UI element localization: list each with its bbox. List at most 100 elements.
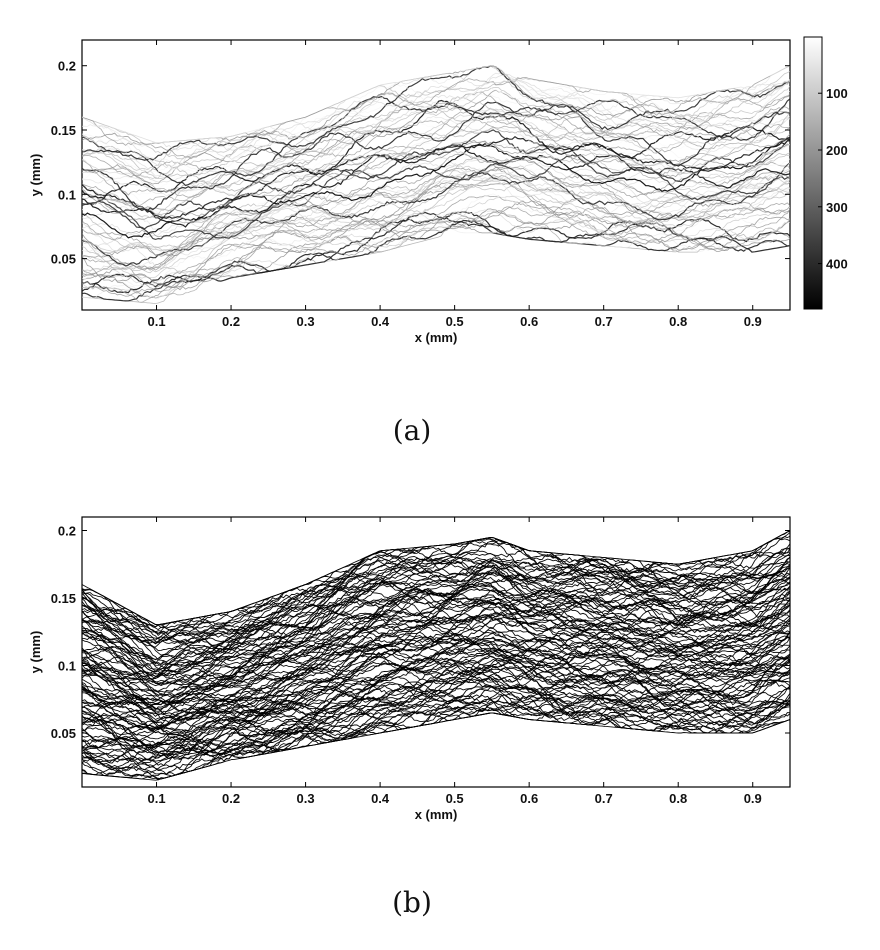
trace-line — [82, 65, 790, 171]
trace-line — [82, 639, 790, 731]
x-axis-label-a: x (mm) — [415, 330, 458, 345]
trace-line — [82, 670, 790, 746]
x-tick-label: 0.3 — [297, 314, 315, 329]
y-tick-label: 0.15 — [51, 123, 76, 138]
trace-line — [82, 161, 790, 256]
panel-a: 0.1 0.2 0.3 0.4 0.5 0.6 0.7 0.8 0.9 0.050.10.150… — [28, 36, 848, 447]
trace-line — [82, 73, 790, 169]
trace-line — [82, 208, 790, 299]
colorbar: 100 200 300 400 — [803, 36, 848, 310]
trace-line — [82, 117, 790, 214]
trace-lines-b — [82, 530, 790, 781]
trace-line — [82, 678, 790, 762]
trace-line — [82, 632, 790, 710]
x-tick-label: 0.5 — [446, 791, 464, 806]
x-tick-label: 0.8 — [669, 314, 687, 329]
y-tick-label: 0.1 — [58, 659, 76, 674]
trace-line — [82, 93, 790, 176]
x-tick-label: 0.8 — [669, 791, 687, 806]
trace-line — [82, 142, 790, 224]
trace-line — [82, 652, 790, 754]
trace-line — [82, 658, 790, 736]
trace-line — [82, 210, 790, 304]
trace-line — [82, 581, 790, 677]
trace-line — [82, 216, 790, 291]
trace-line — [82, 193, 790, 287]
trace-line — [82, 106, 790, 198]
trace-line — [82, 539, 790, 643]
trace-line — [82, 152, 790, 238]
trace-line — [82, 669, 790, 768]
trace-line — [82, 140, 790, 239]
y-tick-label: 0.05 — [51, 252, 76, 267]
colorbar-gradient — [803, 36, 823, 310]
trace-line — [82, 209, 790, 286]
trace-line — [82, 605, 790, 702]
x-tick-label: 0.2 — [222, 314, 240, 329]
trace-line — [82, 530, 790, 645]
trace-line — [82, 211, 790, 292]
trace-line — [82, 195, 790, 297]
trace-line — [82, 153, 790, 241]
x-tick-label: 0.4 — [371, 791, 390, 806]
trace-line — [82, 98, 790, 212]
trace-line — [82, 217, 790, 303]
trace-line — [82, 570, 790, 668]
trace-line — [82, 559, 790, 659]
x-tick-label: 0.7 — [595, 314, 613, 329]
trace-line — [82, 681, 790, 755]
trace-line — [82, 120, 790, 192]
x-tick-label: 0.1 — [147, 791, 165, 806]
trace-line — [82, 139, 790, 217]
colorbar-tick-label: 400 — [826, 257, 848, 272]
trace-line — [82, 530, 790, 645]
trace-line — [82, 72, 790, 153]
x-tick-label: 0.3 — [297, 791, 315, 806]
panel-b: 0.1 0.2 0.3 0.4 0.5 0.6 0.7 0.8 0.9 0.050.10.150… — [28, 516, 791, 919]
y-axis-label-b: y (mm) — [28, 631, 43, 674]
trace-line — [82, 147, 790, 224]
trace-line — [82, 117, 790, 216]
trace-line — [82, 564, 790, 651]
trace-line — [82, 115, 790, 197]
x-tick-label: 0.4 — [371, 314, 390, 329]
trace-line — [82, 631, 790, 713]
x-axis-label-b: x (mm) — [415, 807, 458, 822]
x-tick-label: 0.6 — [520, 314, 538, 329]
trace-line — [82, 91, 790, 178]
x-tick-label: 0.7 — [595, 791, 613, 806]
trace-line — [82, 555, 790, 641]
colorbar-tick-label: 100 — [826, 86, 848, 101]
trace-line — [82, 168, 790, 269]
trace-line — [82, 579, 790, 687]
trace-line — [82, 620, 790, 726]
x-ticks-a: 0.1 0.2 0.3 0.4 0.5 0.6 0.7 0.8 0.9 — [147, 40, 762, 329]
trace-line — [82, 65, 790, 147]
trace-line — [82, 644, 790, 737]
trace-line — [82, 572, 790, 673]
trace-line — [82, 85, 790, 179]
trace-line — [82, 657, 790, 734]
trace-line — [82, 698, 790, 779]
caption-b: (b) — [392, 886, 432, 919]
trace-line — [82, 538, 790, 642]
caption-a: (a) — [393, 414, 432, 447]
trace-lines-a — [82, 65, 790, 304]
x-ticks-b: 0.1 0.2 0.3 0.4 0.5 0.6 0.7 0.8 0.9 — [147, 517, 762, 806]
trace-line — [82, 220, 790, 302]
trace-line — [82, 613, 790, 699]
y-tick-label: 0.15 — [51, 591, 76, 606]
plot-frame-b — [81, 516, 791, 788]
colorbar-tick-label: 200 — [826, 143, 848, 158]
colorbar-tick-label: 300 — [826, 200, 848, 215]
trace-line — [82, 86, 790, 175]
x-tick-label: 0.6 — [520, 791, 538, 806]
x-tick-label: 0.2 — [222, 791, 240, 806]
trace-line — [82, 666, 790, 747]
y-tick-label: 0.05 — [51, 726, 76, 741]
y-ticks-b: 0.05 0.1 0.15 0.2 — [51, 524, 790, 741]
trace-line — [82, 165, 790, 252]
trace-line — [82, 101, 790, 183]
trace-line — [82, 657, 790, 750]
